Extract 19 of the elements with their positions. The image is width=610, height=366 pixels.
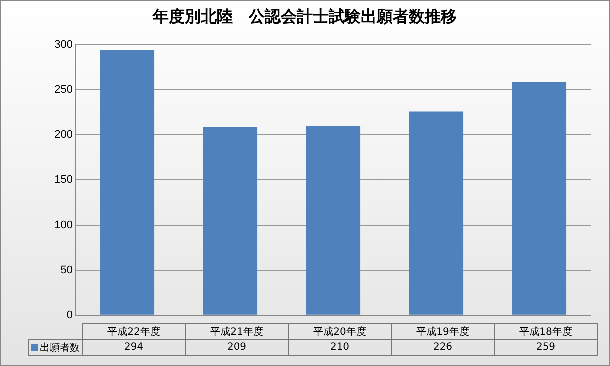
x-tick-label: 平成22年度 (82, 324, 186, 340)
data-label: 294 (82, 340, 186, 356)
x-tick-label: 平成18年度 (494, 324, 598, 340)
y-tick-label: 0 (66, 309, 73, 322)
y-tick-label: 100 (54, 219, 73, 232)
x-tick-label: 平成19年度 (392, 324, 494, 340)
y-tick-label: 250 (54, 84, 73, 96)
x-tick-label: 平成21年度 (186, 324, 288, 340)
x-tick-label: 平成20年度 (288, 324, 392, 340)
chart-title: 年度別北陸 公認会計士試験出願者数推移 (152, 7, 458, 28)
data-label: 259 (494, 340, 598, 356)
data-label: 226 (392, 340, 494, 356)
data-label: 210 (288, 340, 392, 356)
y-tick-label: 200 (54, 129, 73, 142)
y-tick-label: 150 (54, 174, 73, 186)
data-label: 209 (186, 340, 288, 356)
y-tick-label: 50 (60, 264, 73, 276)
y-tick-label: 300 (54, 39, 73, 52)
legend-label: 出願者数 (28, 340, 82, 356)
